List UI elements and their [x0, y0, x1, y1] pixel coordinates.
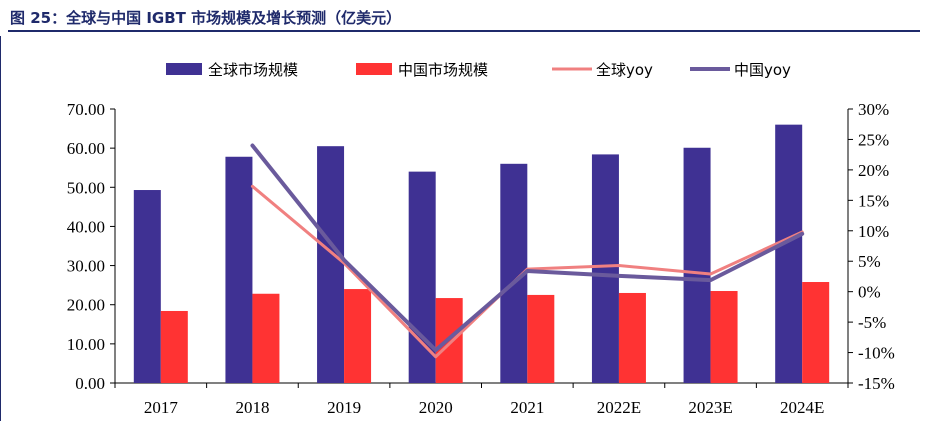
china-market-bar: [710, 291, 738, 383]
chart-title: 图 25：全球与中国 IGBT 市场规模及增长预测（亿美元）: [10, 9, 402, 27]
legend-china-market-label: 中国市场规模: [398, 61, 488, 79]
global-market-bar: [133, 190, 161, 383]
right-tick-label: 5%: [858, 252, 881, 271]
global-market-bar: [317, 146, 345, 383]
legend: 全球市场规模 中国市场规模 全球yoy 中国yoy: [166, 61, 791, 79]
x-tick-label: 2018: [235, 398, 269, 417]
china-market-bar: [618, 292, 646, 383]
x-tick-label: 2023E: [688, 398, 732, 417]
left-tick-label: 20.00: [67, 296, 105, 315]
right-tick-label: 15%: [858, 191, 889, 210]
left-frame-line: [0, 36, 1, 421]
x-tick-label: 2024E: [780, 398, 824, 417]
legend-china-yoy-label: 中国yoy: [734, 61, 791, 79]
left-tick-label: 50.00: [67, 178, 105, 197]
global-market-bar: [683, 147, 711, 383]
left-tick-label: 60.00: [67, 139, 105, 158]
x-tick-label: 2017: [144, 398, 179, 417]
right-tick-label: -10%: [858, 344, 895, 363]
left-tick-label: 0.00: [75, 374, 105, 393]
right-tick-label: 0%: [858, 283, 881, 302]
right-tick-label: -15%: [858, 374, 895, 393]
right-tick-label: 30%: [858, 100, 889, 119]
right-tick-label: 20%: [858, 161, 889, 180]
china-market-bar: [802, 282, 830, 383]
china-market-bar: [252, 293, 280, 383]
china-market-bar: [160, 310, 188, 383]
global-market-bar: [775, 124, 803, 384]
right-tick-label: 10%: [858, 222, 889, 241]
china-market-bar: [527, 294, 555, 383]
global-market-bar: [225, 156, 253, 383]
left-tick-label: 40.00: [67, 217, 105, 236]
legend-global-yoy-label: 全球yoy: [596, 61, 653, 79]
global-market-bar: [591, 154, 619, 383]
left-tick-label: 10.00: [67, 335, 105, 354]
x-tick-label: 2022E: [597, 398, 641, 417]
right-tick-label: 25%: [858, 130, 889, 149]
left-tick-label: 70.00: [67, 100, 105, 119]
lines: [250, 143, 805, 359]
bars: [133, 124, 830, 384]
china-yoy-line: [250, 143, 805, 353]
left-tick-label: 30.00: [67, 257, 105, 276]
x-tick-label: 2019: [327, 398, 361, 417]
legend-global-market-label: 全球市场规模: [208, 61, 298, 79]
right-tick-label: -5%: [858, 313, 886, 332]
axes: 0.00 10.00 20.00 30.00 40.00 50.00 60.00 70.00 -…: [67, 100, 895, 417]
legend-china-market-swatch: [356, 63, 392, 75]
x-tick-label: 2020: [419, 398, 453, 417]
x-tick-label: 2021: [510, 398, 544, 417]
title-bar: 图 25：全球与中国 IGBT 市场规模及增长预测（亿美元）: [8, 4, 920, 32]
legend-global-market-swatch: [166, 63, 202, 75]
china-market-bar: [344, 289, 372, 383]
